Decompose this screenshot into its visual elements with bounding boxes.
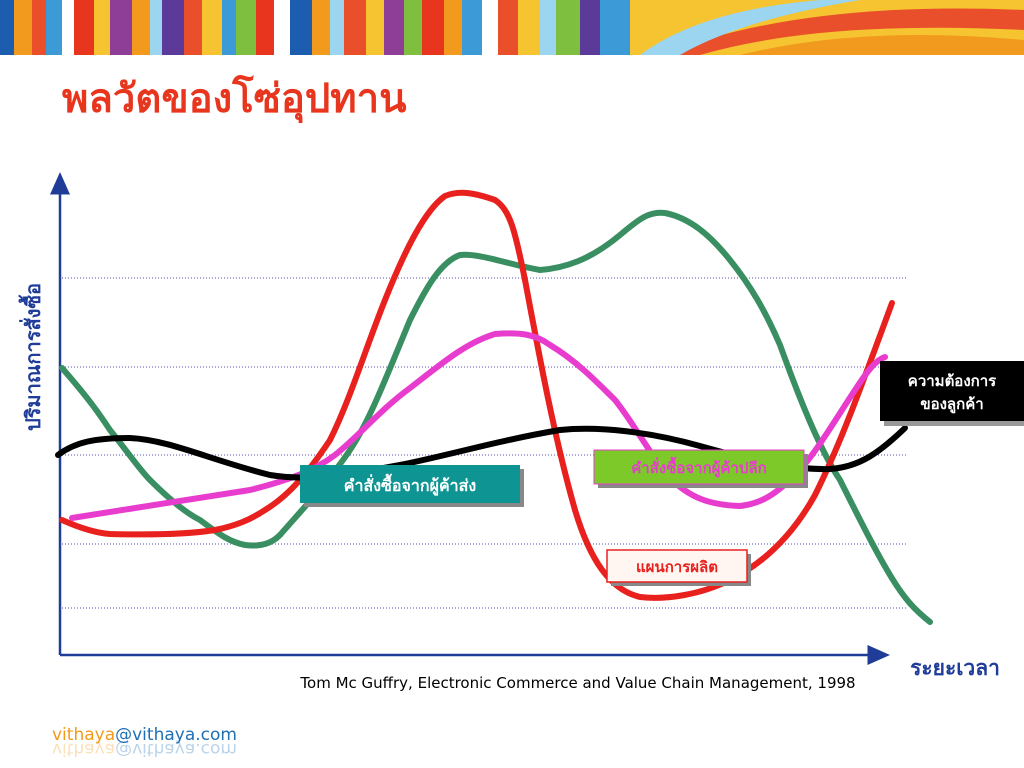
label-text: คำสั่งซื้อจากผู้ค้าส่ง — [344, 473, 476, 497]
label-text: ของลูกค้า — [920, 395, 983, 414]
footer-user: vithaya — [52, 725, 115, 745]
customer-demand-label: ความต้องการ ของลูกค้า — [880, 361, 1024, 426]
footer-email-reflection: vithaya@vithaya.com — [52, 739, 237, 759]
green-curve — [59, 209, 933, 625]
citation: Tom Mc Guffry, Electronic Commerce and V… — [299, 674, 855, 692]
footer-domain: @vithaya.com — [115, 725, 237, 745]
production-plan-label: แผนการผลิต — [606, 549, 751, 586]
footer-domain: @vithaya.com — [115, 739, 237, 759]
footer-user: vithaya — [52, 739, 115, 759]
label-text: คำสั่งซื้อจากผู้ค้าปลีก — [631, 456, 766, 478]
footer-reflection: vithaya@vithaya.com — [52, 739, 237, 759]
banner — [0, 0, 1024, 55]
label-text: แผนการผลิต — [636, 558, 718, 576]
x-axis-label: ระยะเวลา — [910, 656, 1000, 680]
slide-title: พลวัตของโซ่อุปทาน — [62, 75, 406, 124]
label-text: ความต้องการ — [908, 372, 997, 390]
retailer-label: คำสั่งซื้อจากผู้ค้าปลีก — [593, 449, 808, 488]
wholesaler-label: คำสั่งซื้อจากผู้ค้าส่ง — [300, 465, 524, 507]
footer-email: vithaya@vithaya.com — [52, 725, 237, 745]
y-axis-label: ปริมาณการสั่งซื้อ — [18, 283, 45, 431]
